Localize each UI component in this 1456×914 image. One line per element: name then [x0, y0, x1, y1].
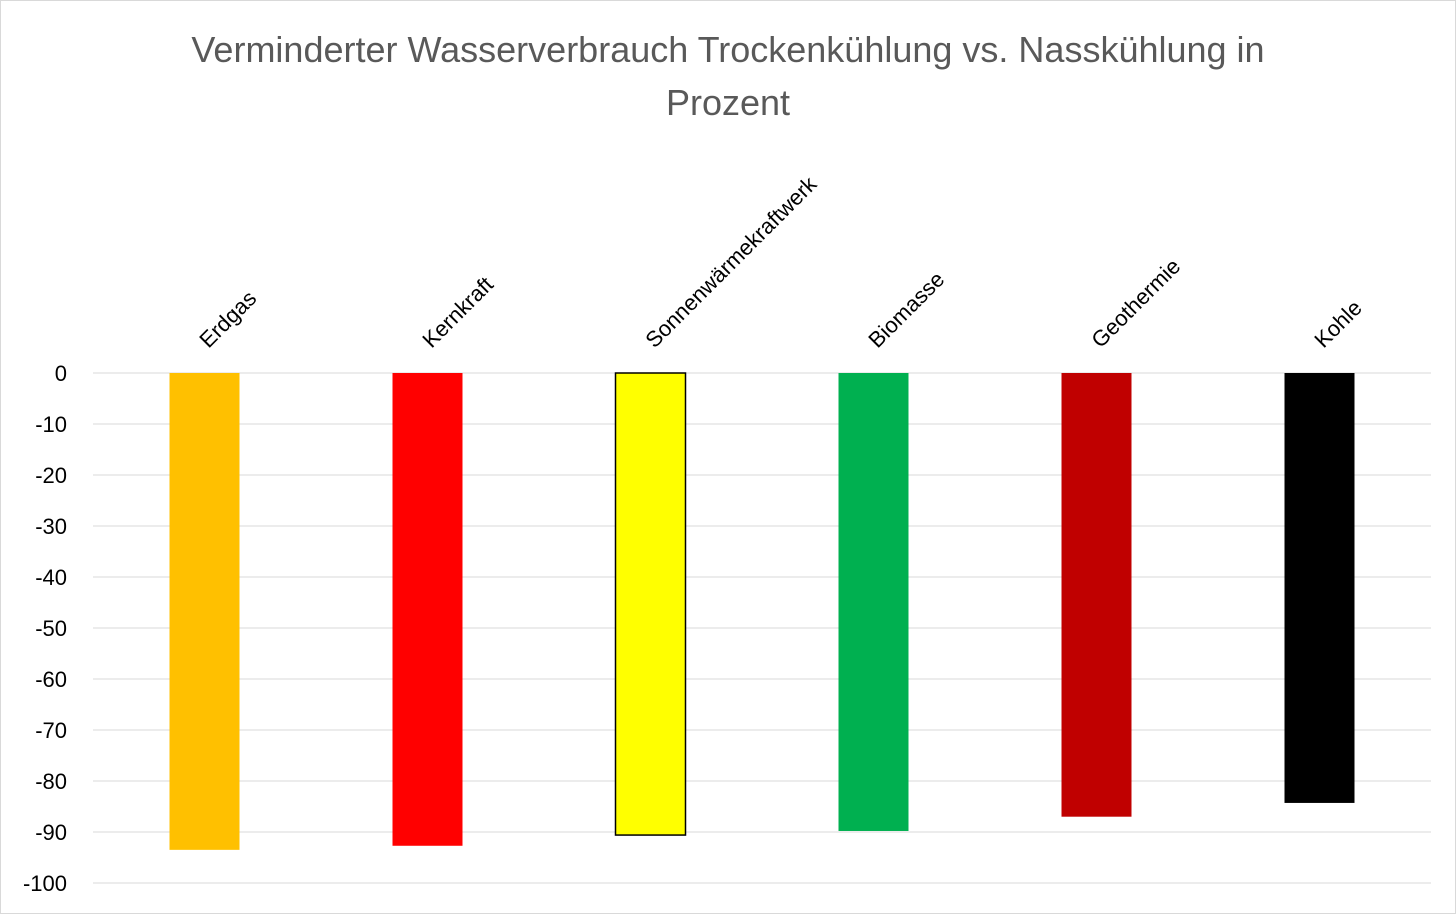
category-labels: Erdgas Kernkraft Sonnenwärmekraftwerk Bioma… — [194, 171, 1366, 353]
bar-kernkraft — [392, 373, 463, 846]
y-tick-label: -20 — [35, 463, 67, 488]
chart-title-line-2: Prozent — [665, 82, 791, 123]
bar-geothermie — [1061, 373, 1132, 817]
y-tick-label: -10 — [35, 412, 67, 437]
y-tick-label: -80 — [35, 769, 67, 794]
gridlines — [93, 372, 1431, 884]
category-label: Erdgas — [194, 286, 261, 353]
y-tick-label: -50 — [35, 616, 67, 641]
category-label: Geothermie — [1086, 254, 1185, 353]
category-label: Kohle — [1309, 295, 1366, 352]
bar-kohle — [1284, 373, 1355, 803]
y-tick-label: -30 — [35, 514, 67, 539]
chart-title: Verminderter Wasserverbrauch Trockenkühl… — [1, 23, 1455, 129]
category-label: Biomasse — [863, 267, 949, 353]
bar-sonnenw-rmekraftwerk — [614, 372, 687, 836]
y-tick-label: -100 — [23, 871, 67, 896]
y-tick-label: -40 — [35, 565, 67, 590]
y-axis-tick-labels: 0 -10 -20 -30 -40 -50 -60 -70 -80 -90 -100 — [23, 361, 67, 896]
y-tick-label: -60 — [35, 667, 67, 692]
bars — [169, 372, 1355, 850]
category-label: Kernkraft — [417, 272, 498, 353]
y-tick-label: -90 — [35, 820, 67, 845]
bar-biomasse — [838, 373, 909, 831]
y-tick-label: 0 — [55, 361, 67, 386]
chart-title-line-1: Verminderter Wasserverbrauch Trockenkühl… — [191, 29, 1265, 70]
category-label: Sonnenwärmekraftwerk — [640, 171, 822, 353]
bar-erdgas — [169, 373, 240, 850]
y-tick-label: -70 — [35, 718, 67, 743]
